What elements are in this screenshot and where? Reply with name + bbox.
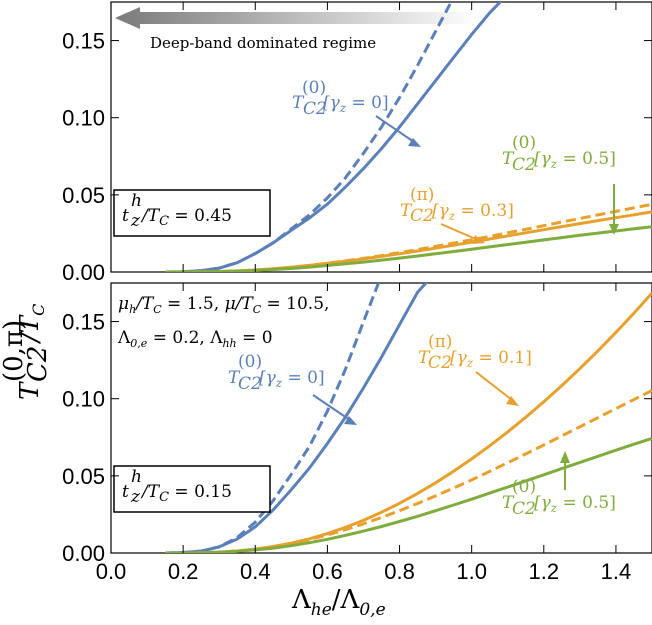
svg-text:h: h — [131, 467, 142, 487]
xtick-label-4: 0.8 — [384, 559, 415, 584]
xtick-label-6: 1.2 — [529, 559, 560, 584]
bottom-panel: μh/TC = 1.5, μ/TC = 10.5, Λ0,e = 0.2, Λh… — [110, 282, 652, 554]
svg-text:μh/TC = 1.5, μ/TC = 10.5,: μh/TC = 1.5, μ/TC = 10.5, — [118, 294, 329, 316]
svg-text:(0): (0) — [512, 133, 536, 153]
svg-text:(0,π): (0,π) — [0, 320, 29, 382]
svg-text:C2: C2 — [303, 99, 327, 119]
top-label-green: T (0) C2 [γz = 0.5] — [502, 133, 616, 175]
svg-text:C2: C2 — [428, 353, 452, 373]
bottom-ytick-label-0: 0.00 — [62, 541, 105, 566]
bottom-ytick-label-2: 0.10 — [62, 387, 105, 412]
svg-text:[γz = 0.3]: [γz = 0.3] — [432, 201, 514, 223]
bottom-box-label: t h z /TC = 0.15 — [113, 465, 271, 513]
svg-text:T: T — [400, 201, 413, 221]
svg-text:[γz = 0.5]: [γz = 0.5] — [534, 493, 616, 515]
top-label-orange: T (π) C2 [γz = 0.3] — [400, 185, 514, 226]
svg-text:z: z — [130, 487, 141, 507]
svg-text:T: T — [228, 368, 241, 388]
svg-text:/TC = 0.45: /TC = 0.45 — [140, 206, 232, 229]
deep-band-banner: Deep-band dominated regime — [115, 7, 480, 52]
xtick-label-2: 0.4 — [240, 559, 271, 584]
svg-text:(0): (0) — [512, 477, 536, 497]
svg-text:Λ0,e = 0.2, Λhh = 0: Λ0,e = 0.2, Λhh = 0 — [117, 328, 273, 350]
top-panel: Deep-band dominated regime T (0) C2 [γz … — [110, 1, 652, 273]
banner-text: Deep-band dominated regime — [150, 34, 376, 52]
bottom-series-group — [165, 283, 652, 553]
bottom-arrow-orange — [475, 371, 513, 401]
bottom-label-orange: T (π) C2 [γz = 0.1] — [418, 332, 532, 373]
svg-text:(π): (π) — [428, 332, 452, 352]
bottom-params: μh/TC = 1.5, μ/TC = 10.5, Λ0,e = 0.2, Λh… — [117, 294, 329, 350]
svg-text:/TC: /TC — [15, 304, 48, 345]
bottom-series-1 — [165, 283, 428, 553]
top-arrow-blue — [375, 115, 415, 143]
svg-text:T: T — [502, 493, 515, 513]
top-arrowhead-orange — [472, 235, 485, 244]
bottom-arrowhead-green — [560, 451, 570, 463]
bottom-arrow-blue — [312, 394, 351, 421]
xtick-label-3: 0.6 — [312, 559, 343, 584]
svg-text:(π): (π) — [410, 185, 434, 205]
svg-text:h: h — [131, 191, 142, 211]
svg-text:[γz = 0.1]: [γz = 0.1] — [450, 348, 532, 370]
bottom-label-blue: T (0) C2 [γz = 0] — [228, 352, 325, 394]
top-arrow-orange — [440, 223, 479, 241]
svg-text:C2: C2 — [512, 155, 536, 175]
bottom-arrowhead-orange — [506, 396, 519, 406]
xtick-label-0: 0.0 — [96, 559, 127, 584]
svg-text:T: T — [292, 93, 305, 113]
top-frame — [110, 1, 652, 273]
svg-text:T: T — [15, 381, 45, 400]
svg-text:C2: C2 — [238, 374, 262, 394]
svg-text:/TC = 0.15: /TC = 0.15 — [140, 482, 232, 505]
bottom-ytick-label-1: 0.05 — [62, 464, 105, 489]
svg-text:[γz = 0]: [γz = 0] — [323, 93, 389, 115]
svg-text:C2: C2 — [512, 499, 536, 519]
xtick-label-1: 0.2 — [168, 559, 199, 584]
top-ytick-label-2: 0.10 — [62, 106, 105, 131]
bottom-ytick-label-3: 0.15 — [62, 310, 105, 335]
xtick-label-5: 1.0 — [456, 559, 487, 584]
svg-text:t: t — [122, 482, 129, 502]
svg-text:T: T — [502, 149, 515, 169]
top-arrowhead-blue — [408, 138, 421, 147]
bottom-arrowhead-blue — [344, 416, 357, 425]
banner-arrow — [115, 7, 480, 29]
svg-text:t: t — [122, 206, 129, 226]
x-axis-label: Λhe/Λ0,e — [291, 585, 386, 620]
svg-text:z: z — [130, 211, 141, 231]
svg-text:C2: C2 — [410, 206, 434, 226]
top-arrowhead-green — [609, 224, 619, 235]
axes-group: 0.00 0.05 0.10 0.15 0.00 0.05 0.10 0.15 0.0 0.2 0.… — [62, 2, 652, 584]
bottom-series-4 — [165, 436, 652, 553]
y-axis-label: T (0,π) C2 /TC — [0, 304, 53, 400]
bottom-label-green: T (0) C2 [γz = 0.5] — [502, 477, 616, 519]
top-series-group — [165, 2, 652, 272]
xtick-label-7: 1.4 — [601, 559, 632, 584]
svg-text:[γz = 0]: [γz = 0] — [259, 368, 325, 390]
top-ytick-label-0: 0.00 — [62, 260, 105, 285]
svg-text:(0): (0) — [238, 352, 262, 372]
svg-text:T: T — [418, 348, 431, 368]
top-ytick-label-3: 0.15 — [62, 29, 105, 54]
top-series-1 — [165, 2, 503, 272]
top-ytick-label-1: 0.05 — [62, 183, 105, 208]
svg-text:C2: C2 — [23, 346, 53, 382]
bottom-frame — [110, 282, 652, 554]
top-label-blue: T (0) C2 [γz = 0] — [292, 78, 389, 119]
svg-text:[γz = 0.5]: [γz = 0.5] — [534, 149, 616, 171]
top-series-4 — [165, 225, 652, 272]
svg-text:(0): (0) — [302, 78, 326, 98]
top-box-label: t h z /TC = 0.45 — [113, 189, 271, 237]
svg-text:Λhe/Λ0,e: Λhe/Λ0,e — [291, 585, 386, 620]
